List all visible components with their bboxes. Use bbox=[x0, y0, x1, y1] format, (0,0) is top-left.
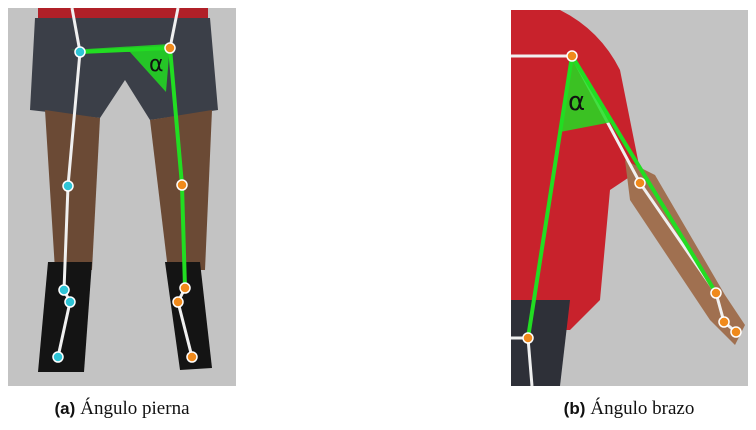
angle-label: α bbox=[149, 52, 164, 77]
caption-label: (a) bbox=[54, 399, 75, 418]
page: α α (a)Ángulo pierna (b)Ángulo brazo (()… bbox=[0, 0, 756, 430]
caption-label: (b) bbox=[564, 399, 586, 418]
shorts bbox=[511, 300, 570, 386]
caption-text: Ángulo brazo bbox=[590, 398, 694, 419]
figure: α α bbox=[0, 0, 756, 430]
panel-b: α bbox=[511, 10, 748, 386]
caption-b: (b)Ángulo brazo bbox=[564, 398, 695, 420]
caption-a: (a) Ángulo pierna bbox=[54, 398, 189, 420]
panel-a: α bbox=[8, 8, 236, 386]
angle-label: α bbox=[568, 87, 585, 117]
caption-text: Ángulo pierna bbox=[80, 398, 189, 419]
